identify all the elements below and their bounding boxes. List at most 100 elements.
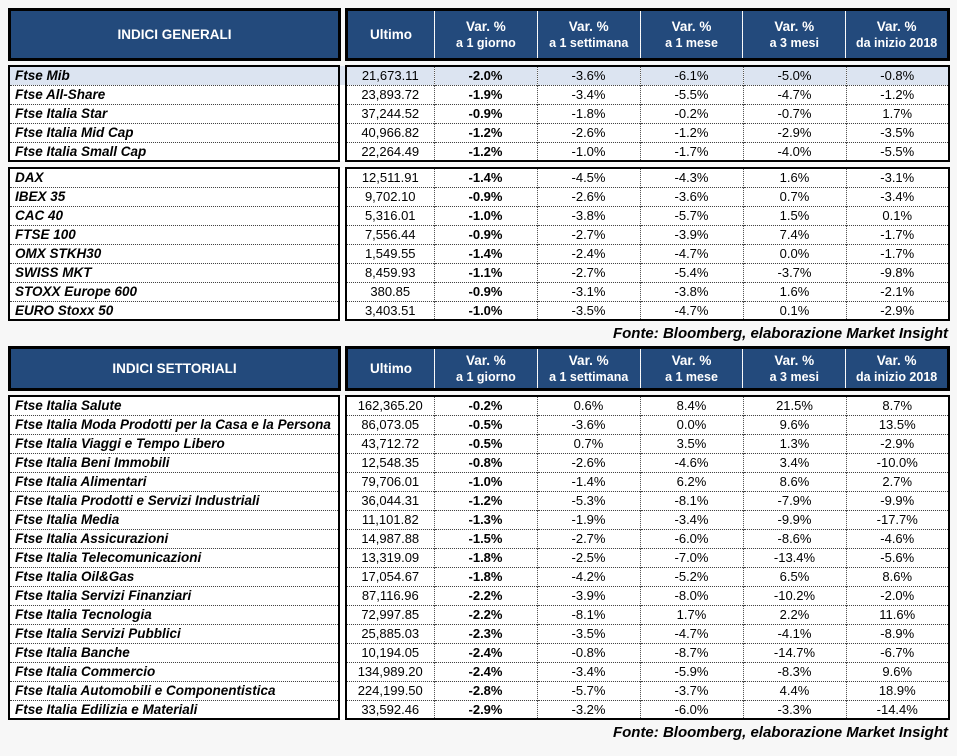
value-var-3-mesi: -14.7%: [742, 642, 846, 662]
value-var-3-mesi: 0.0%: [742, 243, 846, 263]
value-var-1-settimana: -1.4%: [536, 471, 640, 491]
value-var-da-inizio-2018: 11.6%: [845, 604, 950, 624]
column-gap: [339, 396, 346, 415]
value-ultimo: 9,702.10: [345, 186, 434, 206]
column-gap: [339, 206, 346, 225]
value-var-1-settimana: -4.2%: [536, 566, 640, 586]
column-gap: [339, 282, 346, 301]
value-var-3-mesi: 9.6%: [742, 414, 846, 434]
column-gap: [340, 348, 347, 390]
value-var-da-inizio-2018: -8.9%: [845, 623, 950, 643]
value-var-3-mesi: -3.7%: [742, 262, 846, 282]
index-name: Ftse Italia Small Cap: [8, 141, 340, 162]
value-var-da-inizio-2018: 13.5%: [845, 414, 950, 434]
table-row: Ftse Italia Beni Immobili 12,548.35 -0.8% -…: [8, 452, 950, 472]
value-ultimo: 10,194.05: [345, 642, 434, 662]
table-row: Ftse Italia Small Cap 22,264.49 -1.2% -1.0%…: [8, 141, 950, 162]
value-var-1-giorno: -2.0%: [433, 65, 537, 85]
value-ultimo: 87,116.96: [345, 585, 434, 605]
value-var-1-mese: -3.8%: [639, 281, 743, 301]
value-var-1-settimana: -3.2%: [536, 699, 640, 720]
column-gap: [339, 104, 346, 123]
value-var-3-mesi: -4.0%: [742, 141, 846, 162]
value-var-1-giorno: -2.8%: [433, 680, 537, 700]
value-var-da-inizio-2018: -9.9%: [845, 490, 950, 510]
international-indices-group: DAX 12,511.91 -1.4% -4.5% -4.3% 1.6% -3.1% IBEX…: [8, 167, 950, 321]
value-var-1-mese: -4.7%: [639, 623, 743, 643]
value-ultimo: 79,706.01: [345, 471, 434, 491]
value-var-1-giorno: -1.2%: [433, 490, 537, 510]
value-var-1-giorno: -1.2%: [433, 141, 537, 162]
table-row: Ftse Italia Telecomunicazioni 13,319.09 -1…: [8, 547, 950, 567]
value-var-3-mesi: -3.3%: [742, 699, 846, 720]
value-var-1-giorno: -1.8%: [433, 547, 537, 567]
value-var-1-giorno: -0.9%: [433, 103, 537, 123]
table-row: Ftse Italia Servizi Pubblici 25,885.03 -2.…: [8, 623, 950, 643]
value-ultimo: 17,054.67: [345, 566, 434, 586]
value-ultimo: 86,073.05: [345, 414, 434, 434]
value-ultimo: 5,316.01: [345, 205, 434, 225]
value-var-1-mese: -8.1%: [639, 490, 743, 510]
value-ultimo: 21,673.11: [345, 65, 434, 85]
value-var-1-mese: 3.5%: [639, 433, 743, 453]
value-ultimo: 7,556.44: [345, 224, 434, 244]
value-var-1-giorno: -2.4%: [433, 642, 537, 662]
value-ultimo: 25,885.03: [345, 623, 434, 643]
column-gap: [339, 168, 346, 187]
value-var-1-giorno: -1.0%: [433, 471, 537, 491]
value-var-3-mesi: -4.7%: [742, 84, 846, 104]
value-ultimo: 72,997.85: [345, 604, 434, 624]
table-row: Ftse Italia Alimentari 79,706.01 -1.0% -1.4…: [8, 471, 950, 491]
value-var-1-mese: -6.1%: [639, 65, 743, 85]
value-var-da-inizio-2018: -1.7%: [845, 243, 950, 263]
index-name: Ftse Italia Prodotti e Servizi Industria…: [8, 490, 340, 510]
value-var-3-mesi: -8.3%: [742, 661, 846, 681]
column-header-1m: Var. % a 1 mese: [639, 346, 743, 391]
value-var-3-mesi: 0.1%: [742, 300, 846, 321]
table-title: INDICI GENERALI: [8, 8, 341, 61]
index-name: Ftse Italia Alimentari: [8, 471, 340, 491]
table-row: STOXX Europe 600 380.85 -0.9% -3.1% -3.8% 1.6…: [8, 281, 950, 301]
value-var-1-settimana: -2.5%: [536, 547, 640, 567]
value-var-1-settimana: -3.6%: [536, 414, 640, 434]
value-var-1-mese: 1.7%: [639, 604, 743, 624]
table-row: Ftse All-Share 23,893.72 -1.9% -3.4% -5.5% -4…: [8, 84, 950, 104]
column-gap: [339, 434, 346, 453]
column-gap: [339, 643, 346, 662]
value-ultimo: 162,365.20: [345, 395, 434, 415]
value-var-1-giorno: -1.9%: [433, 84, 537, 104]
value-ultimo: 380.85: [345, 281, 434, 301]
value-var-3-mesi: 4.4%: [742, 680, 846, 700]
value-var-1-giorno: -0.5%: [433, 414, 537, 434]
value-ultimo: 43,712.72: [345, 433, 434, 453]
value-var-da-inizio-2018: -9.8%: [845, 262, 950, 282]
table-row: DAX 12,511.91 -1.4% -4.5% -4.3% 1.6% -3.1%: [8, 167, 950, 187]
value-ultimo: 14,987.88: [345, 528, 434, 548]
column-gap: [339, 263, 346, 282]
index-name: Ftse Italia Media: [8, 509, 340, 529]
value-var-da-inizio-2018: -2.9%: [845, 433, 950, 453]
value-var-da-inizio-2018: -3.1%: [845, 167, 950, 187]
column-gap: [339, 700, 346, 719]
column-header-ultimo: Ultimo: [345, 8, 435, 61]
column-header-1g: Var. % a 1 giorno: [434, 8, 538, 61]
value-var-1-mese: -5.4%: [639, 262, 743, 282]
value-var-1-settimana: -1.9%: [536, 509, 640, 529]
value-var-3-mesi: 8.6%: [742, 471, 846, 491]
value-var-1-settimana: -3.8%: [536, 205, 640, 225]
value-ultimo: 23,893.72: [345, 84, 434, 104]
index-name: Ftse Mib: [8, 65, 340, 85]
table-row: Ftse Italia Assicurazioni 14,987.88 -1.5% -…: [8, 528, 950, 548]
index-name: Ftse Italia Beni Immobili: [8, 452, 340, 472]
value-var-da-inizio-2018: 8.7%: [845, 395, 950, 415]
column-gap: [339, 529, 346, 548]
column-header-1s: Var. % a 1 settimana: [536, 8, 641, 61]
column-header-ytd: Var. % da inizio 2018: [845, 8, 950, 61]
value-var-1-mese: -3.4%: [639, 509, 743, 529]
index-name: Ftse Italia Tecnologia: [8, 604, 340, 624]
value-var-1-giorno: -1.4%: [433, 167, 537, 187]
value-ultimo: 1,549.55: [345, 243, 434, 263]
index-name: Ftse Italia Banche: [8, 642, 340, 662]
value-ultimo: 40,966.82: [345, 122, 434, 142]
column-header-ytd: Var. % da inizio 2018: [845, 346, 950, 391]
